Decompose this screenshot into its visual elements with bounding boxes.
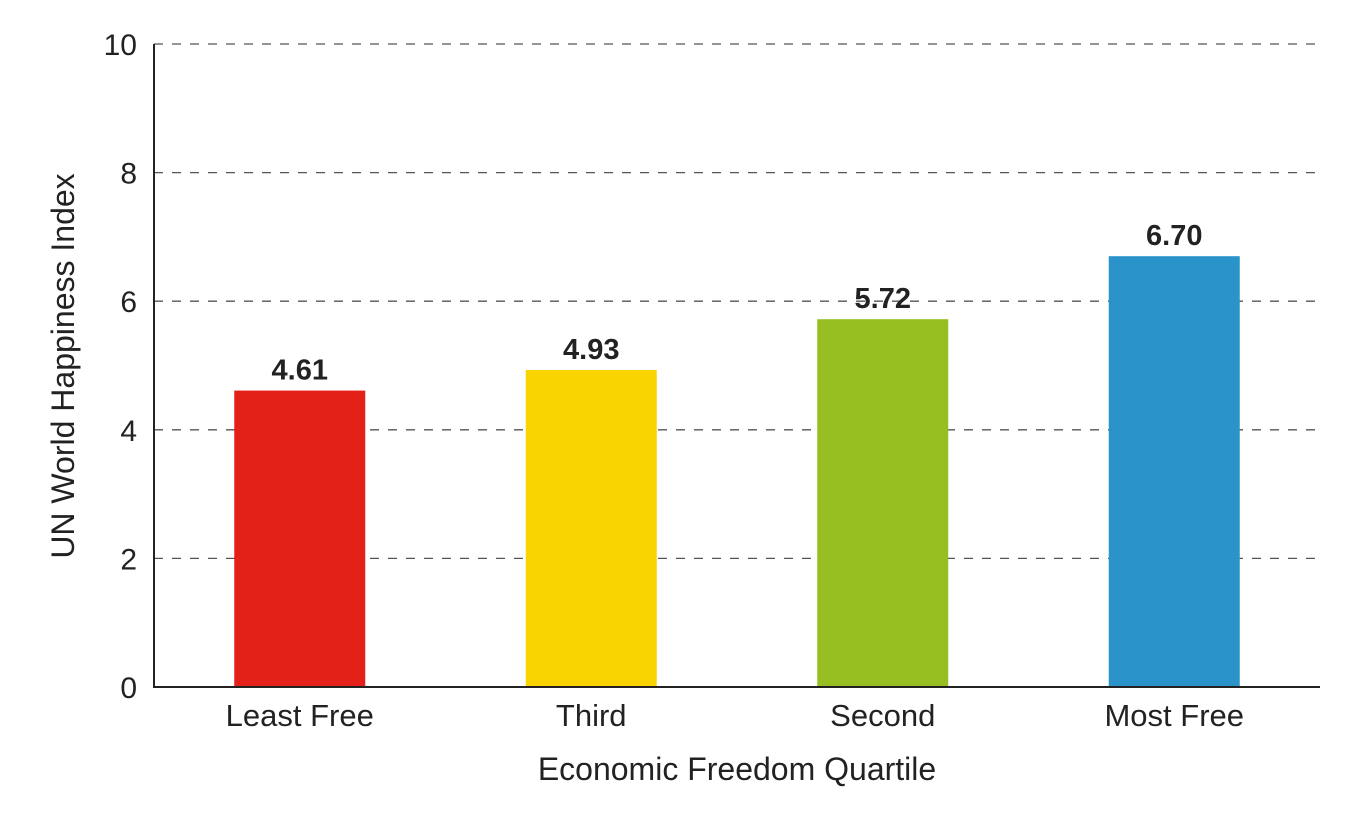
x-tick-label: Most Free <box>1104 698 1244 733</box>
x-tick-label: Least Free <box>226 698 374 733</box>
gridlines <box>154 43 1320 560</box>
y-axis-title: UN World Happiness Index <box>45 173 81 558</box>
y-tick-label: 8 <box>120 158 137 191</box>
bars <box>234 256 1240 687</box>
bar <box>817 319 949 687</box>
bar-value-label: 4.61 <box>272 355 328 387</box>
y-tick-labels: 0 2 4 6 8 10 <box>104 29 137 705</box>
bar <box>1108 256 1240 687</box>
bar-value-label: 6.70 <box>1146 220 1202 252</box>
bar <box>234 390 366 687</box>
x-axis-title: Economic Freedom Quartile <box>538 751 936 787</box>
bar-value-label: 4.93 <box>563 334 619 366</box>
y-tick-label: 4 <box>120 415 137 448</box>
x-tick-labels: Least Free Third Second Most Free <box>226 698 1244 733</box>
y-tick-label: 2 <box>120 543 137 576</box>
value-labels: 4.61 4.93 5.72 6.70 <box>272 220 1203 386</box>
y-tick-label: 6 <box>120 286 137 319</box>
y-tick-label: 10 <box>104 29 137 62</box>
x-tick-label: Third <box>556 698 627 733</box>
bar-value-label: 5.72 <box>855 283 911 315</box>
bar <box>525 370 657 687</box>
axes <box>153 44 1320 688</box>
y-tick-label: 0 <box>120 672 137 705</box>
x-tick-label: Second <box>830 698 935 733</box>
